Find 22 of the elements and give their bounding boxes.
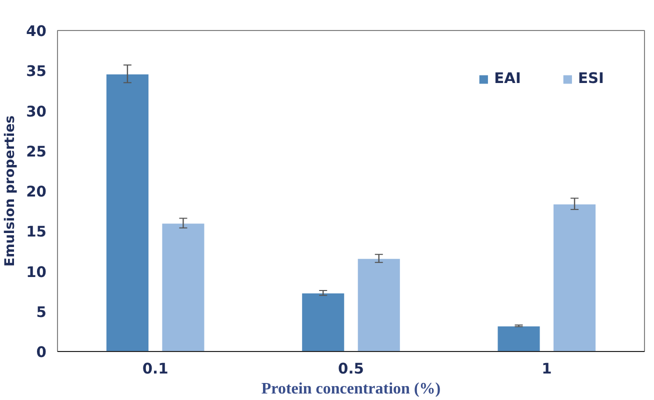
y-tick-label: 10 [26, 264, 47, 281]
bar [356, 258, 401, 352]
bar [301, 292, 346, 352]
y-tick-label: 35 [26, 63, 47, 80]
y-tick-label: 20 [26, 184, 47, 200]
legend-label: EAI [494, 70, 521, 87]
y-tick-label: 5 [36, 304, 47, 321]
x-axis-title: Protein concentration (%) [261, 380, 441, 398]
legend-label: ESI [578, 70, 604, 87]
y-axis-title: Emulsion properties [3, 115, 18, 267]
x-tick-label: 0.5 [338, 360, 364, 378]
bar [105, 73, 150, 352]
x-tick-label: 1 [542, 360, 552, 378]
bar [552, 203, 597, 352]
y-tick-label: 0 [36, 344, 47, 361]
y-tick-label: 15 [26, 224, 47, 241]
y-tick-label: 25 [26, 143, 47, 160]
y-tick-label: 30 [26, 103, 47, 120]
bar [161, 222, 206, 352]
bar [496, 325, 541, 352]
y-tick-label: 40 [26, 23, 47, 40]
x-tick-label: 0.1 [142, 360, 168, 378]
